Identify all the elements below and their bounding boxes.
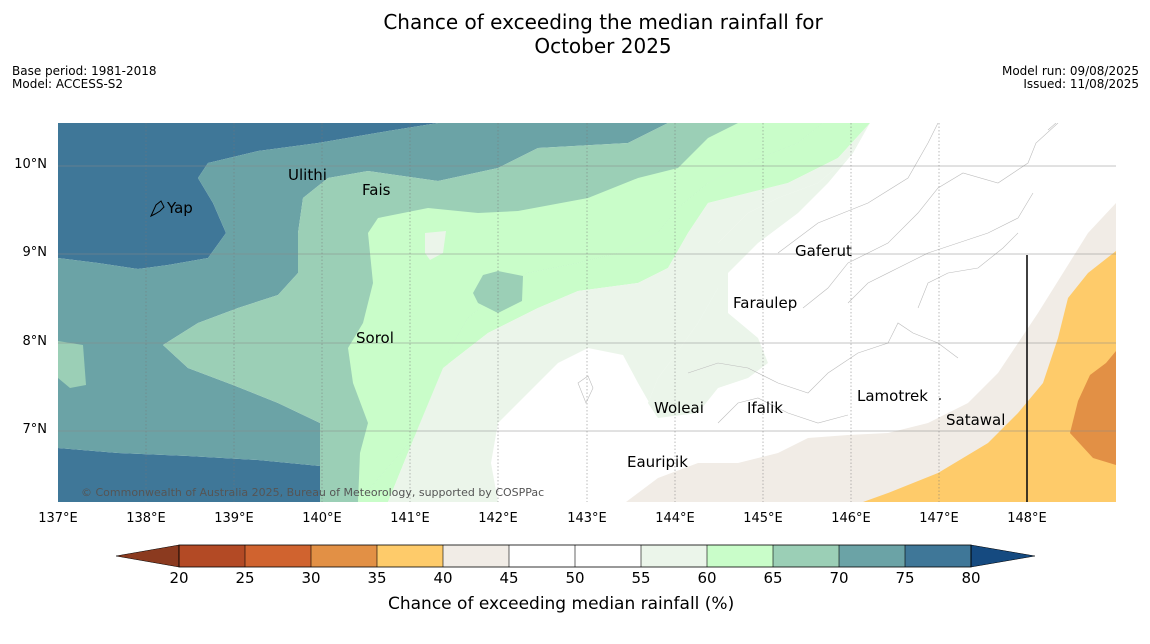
lon-label-148e: 148°E <box>1007 511 1047 526</box>
zone-65-70-west <box>58 341 86 388</box>
colorbar-tick-55: 55 <box>631 569 651 587</box>
colorbar-bin-65-70 <box>773 545 839 567</box>
colorbar-tick-60: 60 <box>697 569 717 587</box>
map-title: Chance of exceeding the median rainfall … <box>0 10 1150 58</box>
colorbar-tick-65: 65 <box>763 569 783 587</box>
colorbar-bin-40-45 <box>443 545 509 567</box>
colorbar-bin-50-55 <box>575 545 641 567</box>
colorbar-frame <box>178 544 972 568</box>
lon-label-147e: 147°E <box>919 511 959 526</box>
place-eauripik: Eauripik <box>627 453 688 471</box>
lon-label-144e: 144°E <box>655 511 695 526</box>
zone-40-45-se <box>626 203 1116 502</box>
lon-label-138e: 138°E <box>126 511 166 526</box>
model-name: Model: ACCESS-S2 <box>12 77 124 91</box>
rainfall-map: Ulithi Yap Fais Gaferut Faraulep Sorol W… <box>58 123 1116 502</box>
lon-label-140e: 140°E <box>302 511 342 526</box>
place-gaferut: Gaferut <box>795 242 852 260</box>
model-run: Model run: 09/08/2025 <box>1001 64 1139 78</box>
place-satawal: Satawal <box>946 411 1005 429</box>
colorbar-tick-75: 75 <box>895 569 915 587</box>
colorbar-tick-20: 20 <box>169 569 189 587</box>
zone-75-80 <box>58 123 1116 269</box>
colorbar-low-arrow <box>115 544 180 568</box>
lon-label-139e: 139°E <box>214 511 254 526</box>
colorbar-bin-75-80 <box>905 545 971 567</box>
zone-30-35 <box>1070 351 1116 465</box>
lon-label-142e: 142°E <box>478 511 518 526</box>
zone-60-65-main <box>348 123 823 502</box>
zone-55-60-patch <box>425 231 446 260</box>
issued-date: Issued: 11/08/2025 <box>1023 77 1139 91</box>
zone-35-40 <box>863 251 1116 502</box>
zone-55-60 <box>388 123 870 502</box>
colorbar-bin-35-40 <box>377 545 443 567</box>
colorbar-tick-30: 30 <box>301 569 321 587</box>
colorbar-bin-70-75 <box>839 545 905 567</box>
contour-lines <box>577 123 1059 424</box>
meta-right: Model run: 09/08/2025 Issued: 11/08/2025 <box>1002 65 1139 91</box>
colorbar-bin-30-35 <box>311 545 377 567</box>
latitude-gridlines <box>58 165 1116 432</box>
zone-70-75 <box>58 123 668 466</box>
colorbar-tick-40: 40 <box>433 569 453 587</box>
lat-label-7n: 7°N <box>22 422 48 437</box>
colorbar-tick-25: 25 <box>235 569 255 587</box>
colorbar-bin-20-25 <box>179 545 245 567</box>
lon-label-141e: 141°E <box>390 511 430 526</box>
lon-label-146e: 146°E <box>831 511 871 526</box>
place-yap: Yap <box>166 199 193 217</box>
lamotrek-marker <box>939 398 941 400</box>
yap-island <box>149 200 165 218</box>
colorbar-tick-35: 35 <box>367 569 387 587</box>
place-sorol: Sorol <box>356 329 394 347</box>
lat-label-9n: 9°N <box>22 245 48 260</box>
zone-75-80-south <box>58 448 320 502</box>
title-line-2: October 2025 <box>534 34 672 58</box>
colorbar-tick-50: 50 <box>565 569 585 587</box>
colorbar-bin-25-30 <box>245 545 311 567</box>
copyright-notice: © Commonwealth of Australia 2025, Bureau… <box>81 486 544 499</box>
zone-60-65 <box>358 123 870 502</box>
place-fais: Fais <box>362 181 391 199</box>
lat-label-10n: 10°N <box>14 157 47 172</box>
lat-label-8n: 8°N <box>22 334 48 349</box>
lon-label-145e: 145°E <box>743 511 783 526</box>
lon-label-137e: 137°E <box>38 511 78 526</box>
place-faraulep: Faraulep <box>733 294 797 312</box>
colorbar-dividers <box>178 545 972 567</box>
base-period: Base period: 1981-2018 <box>12 64 157 78</box>
meta-left: Base period: 1981-2018 Model: ACCESS-S2 <box>12 65 157 91</box>
longitude-gridlines <box>145 123 940 502</box>
place-ifalik: Ifalik <box>747 399 783 417</box>
title-line-1: Chance of exceeding the median rainfall … <box>383 10 823 34</box>
colorbar-bin-60-65 <box>707 545 773 567</box>
colorbar-tick-45: 45 <box>499 569 519 587</box>
colorbar-bin-55-60 <box>641 545 707 567</box>
place-ulithi: Ulithi <box>288 166 327 184</box>
zone-55-60-b <box>648 123 870 418</box>
colorbar-high-arrow <box>970 544 1036 568</box>
colorbar-tick-70: 70 <box>829 569 849 587</box>
place-labels: Ulithi Yap Fais Gaferut Faraulep Sorol W… <box>166 166 1005 471</box>
place-woleai: Woleai <box>654 399 704 417</box>
colorbar-title: Chance of exceeding median rainfall (%) <box>388 594 735 614</box>
colorbar-tick-80: 80 <box>961 569 981 587</box>
colorbar-bin-45-50 <box>509 545 575 567</box>
lon-label-143e: 143°E <box>567 511 607 526</box>
place-lamotrek: Lamotrek <box>857 387 928 405</box>
